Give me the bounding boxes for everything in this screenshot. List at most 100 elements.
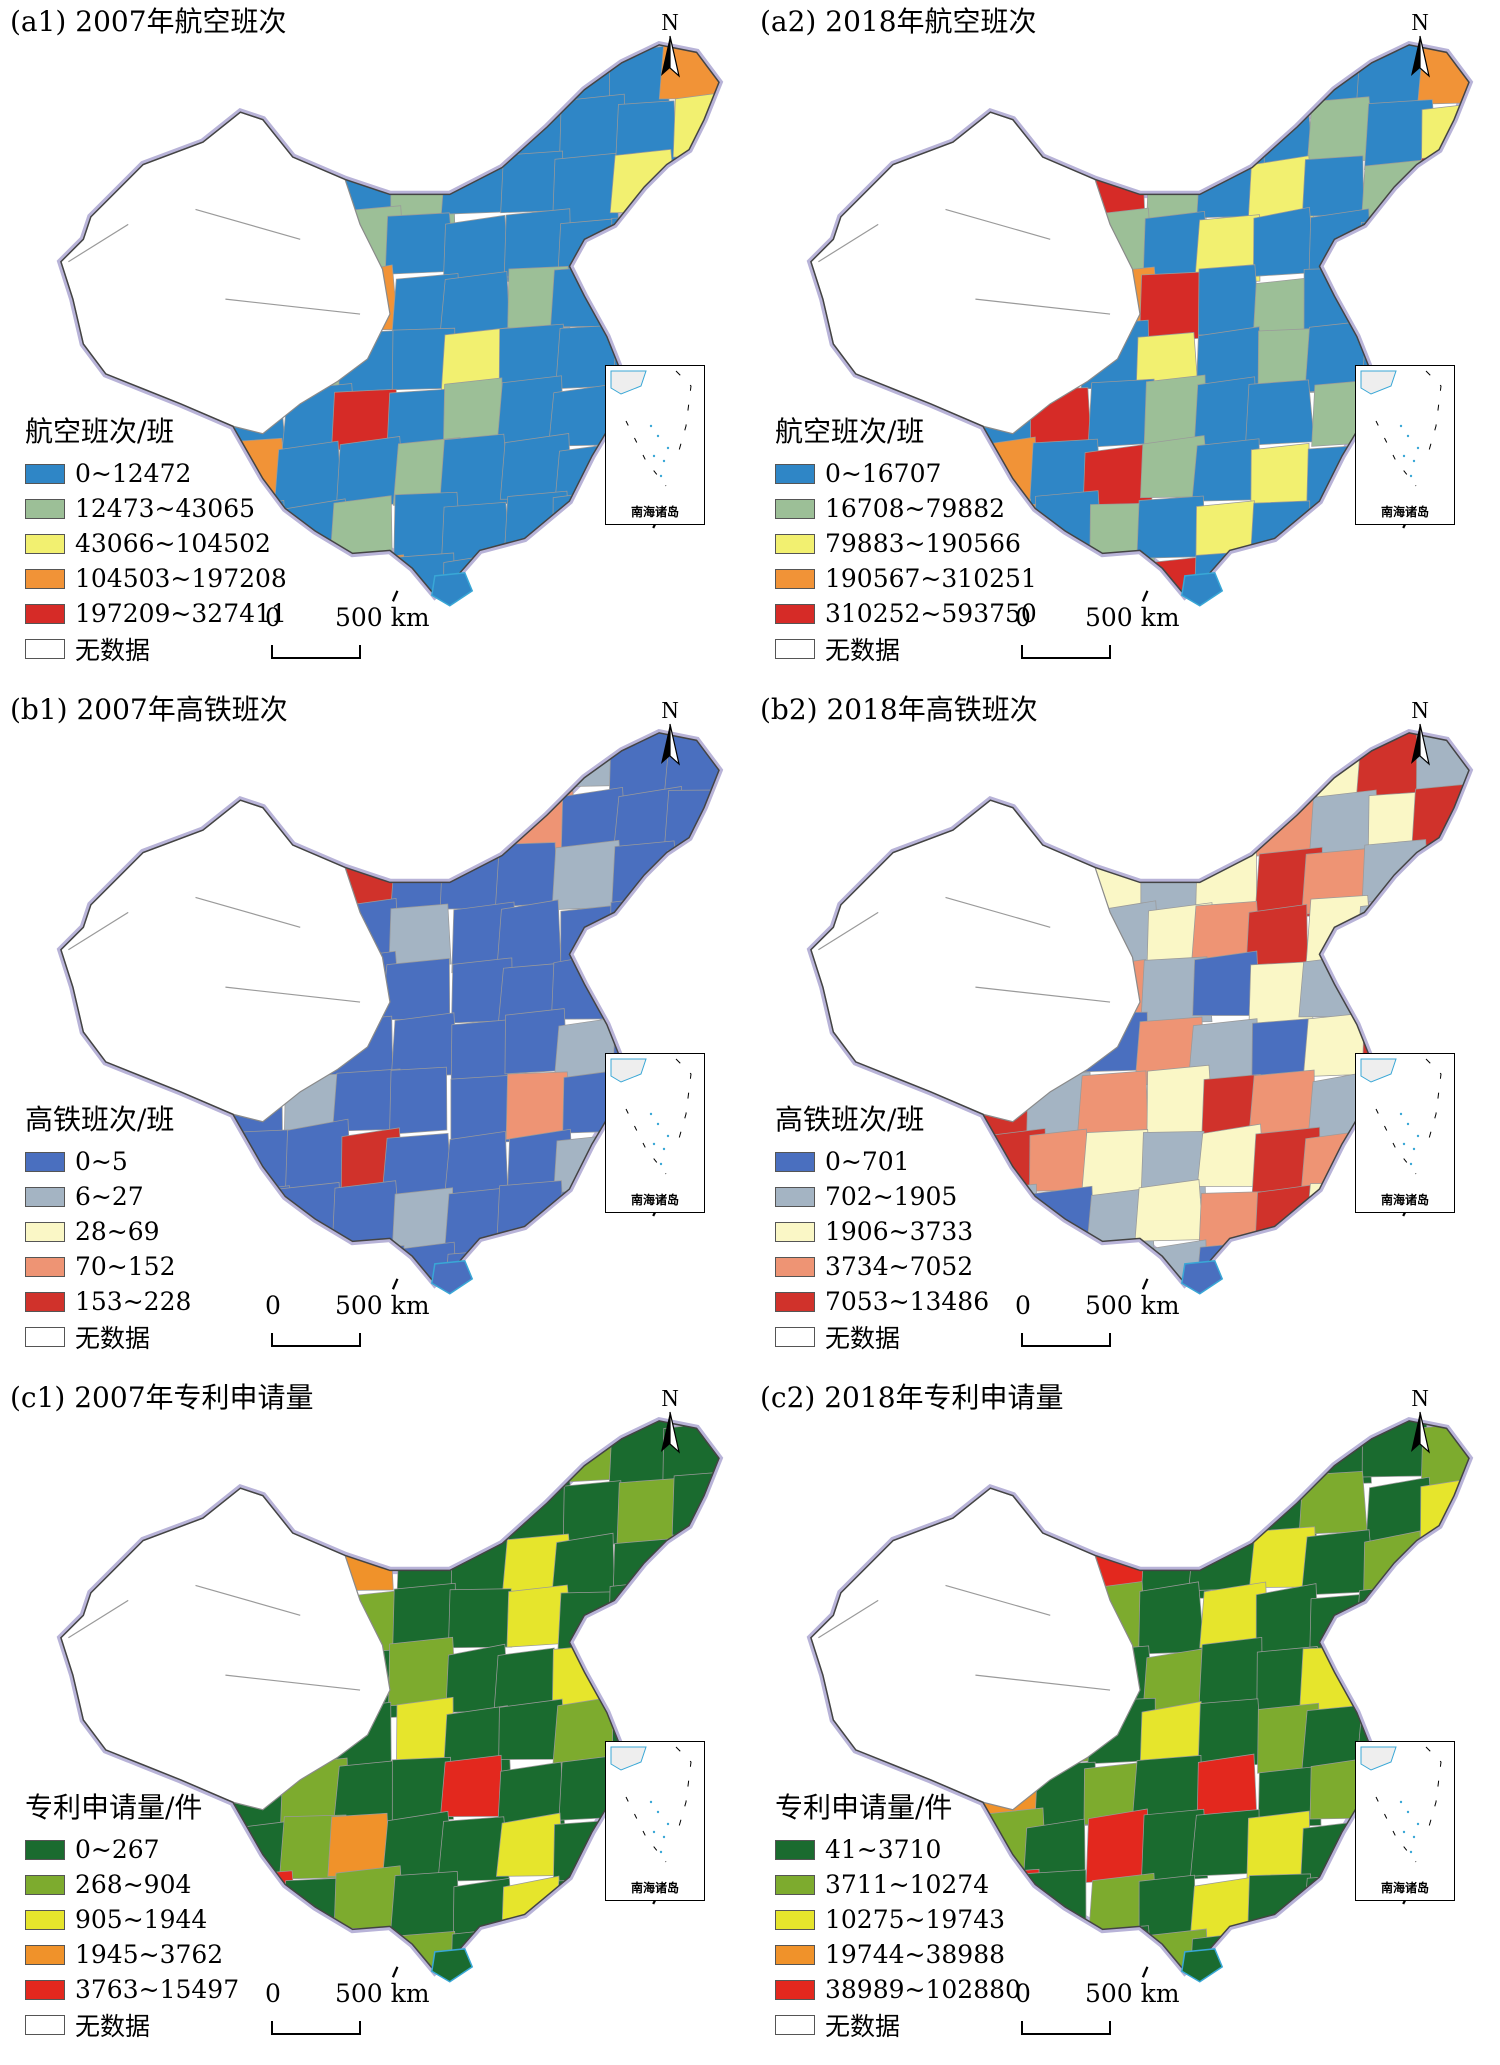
map-region (440, 783, 513, 851)
map-region (1257, 1241, 1322, 1284)
scale-bar: 0 500 km (1015, 1291, 1180, 1351)
south-china-sea-inset: 南海诸岛 (605, 1053, 705, 1213)
nine-dash-line (1141, 1966, 1149, 1978)
legend-item: 0~12472 (25, 456, 287, 491)
nine-dash-line (391, 1278, 399, 1290)
scale-zero-label: 0 (265, 1291, 281, 1320)
legend-label: 10275~19743 (825, 1905, 1006, 1934)
map-region (448, 1588, 513, 1649)
map-region (810, 99, 875, 166)
panel-title: (a2) 2018年航空班次 (760, 5, 1037, 38)
map-region (390, 1012, 458, 1078)
map-region (444, 96, 511, 166)
legend-title: 航空班次/班 (775, 415, 925, 448)
province-border (68, 1599, 129, 1639)
legend-swatch (775, 1256, 815, 1277)
map-region (613, 555, 678, 596)
map-legend: 专利申请量/件 0~267 268~904 905~1944 1945~3762 3763… (25, 1786, 239, 2042)
legend-item: 12473~43065 (25, 491, 287, 526)
inset-label: 南海诸岛 (1380, 1193, 1429, 1207)
legend-swatch (25, 2014, 65, 2035)
legend-label: 104503~197208 (75, 564, 287, 593)
map-region (1303, 267, 1368, 334)
map-region (1137, 95, 1208, 161)
map-region (666, 1236, 719, 1284)
map-region (975, 44, 1046, 107)
svg-text:N: N (661, 698, 678, 724)
map-region (1029, 1128, 1090, 1192)
map-region (444, 1130, 509, 1197)
map-region (391, 1756, 454, 1823)
map-region (278, 44, 351, 108)
province-border (68, 223, 129, 263)
map-region (1361, 839, 1429, 903)
map-region (662, 957, 719, 1031)
map-region (229, 1420, 288, 1484)
scale-zero-label: 0 (1015, 603, 1031, 632)
map-region (1247, 1873, 1312, 1935)
legend-swatch (25, 1839, 65, 1860)
legend-item: 0~701 (775, 1144, 989, 1179)
legend-swatch (25, 1256, 65, 1277)
map-region (1195, 1420, 1260, 1482)
legend-item: 无数据 (25, 1319, 191, 1354)
map-region (919, 44, 985, 108)
map-region (671, 551, 719, 596)
legend-label: 310252~593750 (825, 599, 1037, 628)
map-region (389, 1066, 448, 1135)
south-china-sea-inset: 南海诸岛 (1355, 1741, 1455, 1901)
map-region (1301, 556, 1370, 596)
map-region (670, 214, 719, 277)
map-region (1354, 1584, 1425, 1651)
province-border (225, 298, 361, 315)
china-map (56, 40, 724, 607)
scale-zero-label: 0 (1015, 1979, 1031, 2008)
province-border (225, 986, 361, 1003)
map-region (1301, 155, 1365, 217)
scale-bar: 0 500 km (265, 1291, 430, 1351)
south-china-sea-inset: 南海诸岛 (1355, 1053, 1455, 1213)
map-region (1420, 900, 1469, 970)
map-region (331, 44, 398, 110)
north-arrow-icon: N (1395, 1384, 1445, 1464)
map-region (62, 1420, 133, 1481)
map-region (1191, 438, 1261, 502)
south-china-sea-inset: 南海诸岛 (605, 1741, 705, 1901)
legend-item: 28~69 (25, 1214, 191, 1249)
legend-swatch (775, 2014, 815, 2035)
map-region (498, 323, 566, 385)
map-region (440, 1754, 503, 1817)
legend-item: 3734~7052 (775, 1249, 989, 1284)
legend-label: 43066~104502 (75, 529, 271, 558)
map-region (1246, 1810, 1311, 1880)
map-region (557, 555, 627, 596)
legend-swatch (775, 1291, 815, 1312)
map-region (610, 1238, 676, 1284)
map-region (107, 732, 177, 801)
map-region (608, 1579, 669, 1650)
legend-item: 702~1905 (775, 1179, 989, 1214)
legend-item: 7053~13486 (775, 1284, 989, 1319)
legend-label: 79883~190566 (825, 529, 1021, 558)
legend-swatch (775, 638, 815, 659)
legend-item: 1945~3762 (25, 1937, 239, 1972)
map-region (496, 1180, 566, 1250)
legend-swatch (25, 498, 65, 519)
hainan-island (431, 572, 474, 607)
hainan-island (431, 1260, 474, 1295)
hainan-island (1181, 572, 1224, 607)
map-legend: 高铁班次/班 0~5 6~27 28~69 70~152 153~228 无数据 (25, 1098, 191, 1354)
legend-label: 无数据 (75, 1323, 151, 1353)
map-region (860, 1420, 928, 1485)
legend-label: 无数据 (825, 1323, 901, 1353)
country-border (60, 1420, 720, 1973)
map-region (1255, 552, 1321, 596)
map-region (1413, 1931, 1469, 1972)
map-region (1134, 1179, 1204, 1242)
province-border (945, 896, 1051, 928)
legend-item: 905~1944 (25, 1902, 239, 1937)
legend-item: 6~27 (25, 1179, 191, 1214)
map-region (672, 264, 719, 335)
map-region (1249, 500, 1311, 563)
map-region (864, 732, 930, 798)
